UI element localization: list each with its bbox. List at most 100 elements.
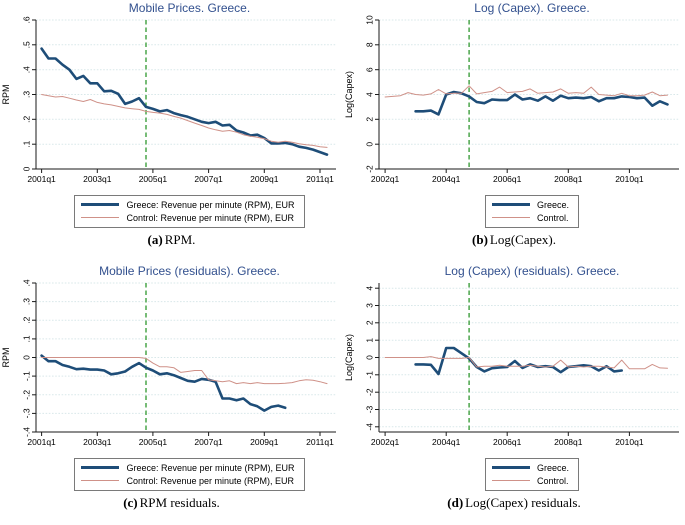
x-tick-label: 2004q1 [432,174,461,184]
y-tick-label: 2 [365,320,375,325]
x-tick-label: 2010q1 [615,174,644,184]
series-line-greece [414,90,669,116]
y-tick-label: -2 [365,165,375,173]
panel-d: Log (Capex) (residuals). Greece. -4 -3 -2 -… [343,263,685,525]
caption-label-b: (b) [472,232,488,247]
chart-canvas-c: -.4 -.3 -.2 -.1 0 .1 .2 .3 .4 2001q1 2003q1 2005q1 2… [1,279,336,447]
y-tick-label: 10 [365,15,375,25]
legend-label: Greece. [536,199,569,210]
x-tick-label: 2004q1 [432,437,461,447]
x-tick-label: 2006q1 [493,174,522,184]
legend-line-swatch [491,466,530,469]
legend-entry-greece: Greece. [491,461,569,474]
legend-line-swatch [81,203,120,206]
caption-d: (d) Log(Capex) residuals. [343,495,685,511]
y-tick-label: 3 [365,303,375,308]
y-tick-label: 0 [22,355,32,360]
y-tick-label: .1 [22,140,32,147]
y-tick-label: -2 [365,388,375,396]
y-tick-label: 0 [22,166,32,171]
y-axis-title: RPM [1,348,11,368]
series-line-greece [414,346,624,376]
chart-canvas-b: -2 0 2 4 6 8 10 2002q1 2004q1 2006q1 2008q1 2010q1 L… [344,15,679,184]
y-tick-label: 1 [365,338,375,343]
y-axis-title: Log(Capex) [344,71,354,118]
legend-label: Greece: Revenue per minute (RPM), EUR [126,199,295,210]
legend-label: Greece. [536,462,569,473]
legend-wrap-c: Greece: Revenue per minute (RPM), EUR Con… [36,455,343,491]
x-tick-label: 2001q1 [27,437,56,447]
legend-wrap-d: Greece. Control. [379,455,685,491]
legend-wrap-a: Greece: Revenue per minute (RPM), EUR Con… [36,192,343,228]
legend-label: Greece: Revenue per minute (RPM), EUR [126,462,295,473]
legend-line-swatch [81,480,120,481]
legend-label: Control: Revenue per minute (RPM), EUR [126,475,295,486]
legend-entry-control: Control. [491,474,569,487]
legend-box-c: Greece: Revenue per minute (RPM), EUR Con… [74,458,305,491]
series-line-control [41,357,328,385]
x-tick-label: 2011q1 [306,437,334,447]
legend-entry-control: Control. [491,211,569,224]
series-line-control [384,356,668,370]
y-tick-label: 0 [365,355,375,360]
y-tick-label: .2 [22,115,32,122]
y-tick-label: -1 [365,371,375,379]
series-line-greece [40,47,329,156]
chart-canvas-d: -4 -3 -2 -1 0 1 2 3 4 2002q1 2004q1 2006q1 2008q1 201… [344,283,679,447]
x-tick-label: 2007q1 [194,174,223,184]
x-tick-label: 2005q1 [139,437,168,447]
legend-entry-control: Control: Revenue per minute (RPM), EUR [81,474,294,487]
x-tick-label: 2001q1 [27,174,56,184]
legend-line-swatch [81,217,120,218]
y-tick-label: .2 [22,316,32,323]
y-tick-label: .6 [22,16,32,23]
legend-entry-control: Control: Revenue per minute (RPM), EUR [81,211,294,224]
chart-title-c: Mobile Prices (residuals). Greece. [99,264,280,278]
legend-wrap-b: Greece. Control. [379,192,685,228]
y-tick-label: .4 [22,279,32,286]
caption-text-a: RPM. [164,232,196,247]
y-tick-label: -.1 [22,371,32,381]
y-axis-title: RPM [1,85,11,105]
chart-title-d: Log (Capex) (residuals). Greece. [444,264,620,278]
x-tick-label: 2006q1 [493,437,522,447]
y-tick-label: 8 [365,42,375,47]
x-tick-label: 2005q1 [139,174,168,184]
caption-label-c: (c) [123,495,138,510]
legend-line-swatch [491,203,530,206]
caption-b: (b) Log(Capex). [343,232,685,248]
legend-line-swatch [491,217,530,218]
panel-b: Log (Capex). Greece. -2 0 2 4 6 8 10 2002q1 2004… [343,0,685,263]
legend-label: Control: Revenue per minute (RPM), EUR [126,212,295,223]
x-tick-label: 2002q1 [371,174,400,184]
chart-canvas-a: 0 .1 .2 .3 .4 .5 .6 2001q1 2003q1 2005q1 2007q1 200… [1,16,336,184]
y-axis-title: Log(Capex) [344,334,354,381]
x-tick-label: 2009q1 [250,437,279,447]
chart-title-a: Mobile Prices. Greece. [128,1,251,15]
y-tick-label: .3 [22,91,32,98]
y-tick-label: 4 [365,92,375,97]
caption-text-b: Log(Capex). [489,232,556,247]
y-tick-label: -.2 [22,390,32,400]
x-tick-label: 2008q1 [554,174,583,184]
caption-c: (c) RPM residuals. [0,495,343,511]
y-tick-label: -4 [365,423,375,431]
caption-label-a: (a) [147,232,163,247]
y-tick-label: -.4 [22,427,32,437]
x-tick-label: 2002q1 [371,437,400,447]
legend-entry-greece: Greece: Revenue per minute (RPM), EUR [81,461,295,474]
y-tick-label: .5 [22,41,32,48]
series-line-control [384,85,668,98]
legend-label: Control. [536,212,569,223]
caption-a: (a) RPM. [0,232,343,248]
series-line-greece [40,354,287,412]
y-tick-label: -3 [365,405,375,413]
y-tick-label: -.3 [22,408,32,418]
x-tick-label: 2008q1 [554,437,583,447]
legend-box-d: Greece. Control. [484,458,579,491]
x-tick-label: 2007q1 [194,437,223,447]
caption-label-d: (d) [447,495,464,510]
x-tick-label: 2011q1 [306,174,334,184]
x-tick-label: 2010q1 [615,437,644,447]
